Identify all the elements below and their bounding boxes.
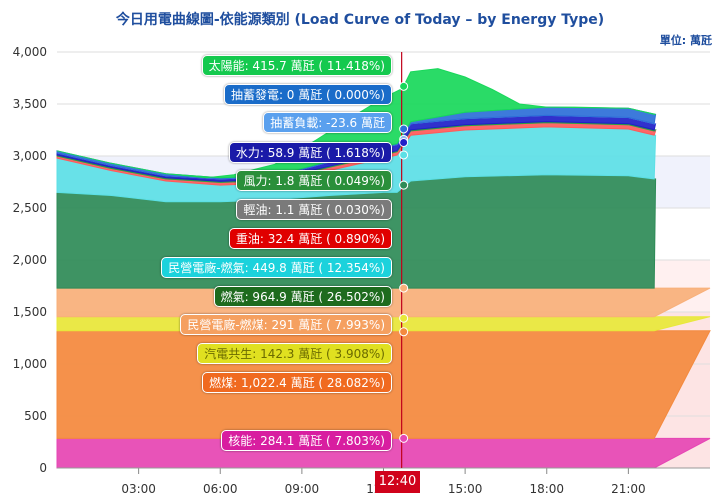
tooltip-7: 民營電廠-燃氣: 449.8 萬瓩 ( 12.354%) xyxy=(161,257,392,278)
y-tick-label: 0 xyxy=(39,461,47,475)
tooltip-0: 太陽能: 415.7 萬瓩 ( 11.418%) xyxy=(201,55,392,76)
cursor-marker xyxy=(399,137,409,147)
y-tick-label: 2,000 xyxy=(13,253,47,267)
x-tick-label: 21:00 xyxy=(611,482,646,496)
x-tick-label: 09:00 xyxy=(285,482,320,496)
y-tick-label: 1,000 xyxy=(13,357,47,371)
cursor-marker xyxy=(399,81,409,91)
tooltip-5: 輕油: 1.1 萬瓩 ( 0.030%) xyxy=(236,199,392,220)
cursor-marker xyxy=(399,283,409,293)
x-tick-label: 18:00 xyxy=(529,482,564,496)
tooltip-12: 核能: 284.1 萬瓩 ( 7.803%) xyxy=(221,430,392,451)
tooltip-11: 燃煤: 1,022.4 萬瓩 ( 28.082%) xyxy=(202,372,392,393)
y-tick-label: 3,000 xyxy=(13,149,47,163)
chart-title: 今日用電曲線圖-依能源類別 (Load Curve of Today – by … xyxy=(115,12,605,28)
x-tick-label: 15:00 xyxy=(448,482,483,496)
y-tick-label: 500 xyxy=(24,409,47,423)
tooltip-4: 風力: 1.8 萬瓩 ( 0.049%) xyxy=(236,170,392,191)
y-tick-label: 3,500 xyxy=(13,97,47,111)
tooltip-10: 汽電共生: 142.3 萬瓩 ( 3.908%) xyxy=(197,343,392,364)
unit-label: 單位: 萬瓩 xyxy=(659,34,712,47)
x-tick-label: 03:00 xyxy=(121,482,156,496)
tooltip-1: 抽蓄發電: 0 萬瓩 ( 0.000%) xyxy=(223,84,392,105)
tooltip-2: 抽蓄負載: -23.6 萬瓩 xyxy=(263,112,392,133)
tooltip-8: 燃氣: 964.9 萬瓩 ( 26.502%) xyxy=(213,286,392,307)
tooltip-6: 重油: 32.4 萬瓩 ( 0.890%) xyxy=(228,228,392,249)
cursor-marker xyxy=(399,313,409,323)
cursor-time-label: 12:40 xyxy=(375,471,420,493)
tooltip-9: 民營電廠-燃煤: 291 萬瓩 ( 7.993%) xyxy=(180,314,392,335)
tooltip-3: 水力: 58.9 萬瓩 ( 1.618%) xyxy=(228,142,392,163)
cursor-marker xyxy=(399,327,409,337)
cursor-marker xyxy=(399,433,409,443)
y-tick-label: 2,500 xyxy=(13,201,47,215)
cursor-marker xyxy=(399,150,409,160)
cursor-marker xyxy=(399,124,409,134)
cursor-marker xyxy=(399,180,409,190)
y-tick-label: 1,500 xyxy=(13,305,47,319)
y-tick-label: 4,000 xyxy=(13,45,47,59)
x-tick-label: 06:00 xyxy=(203,482,238,496)
